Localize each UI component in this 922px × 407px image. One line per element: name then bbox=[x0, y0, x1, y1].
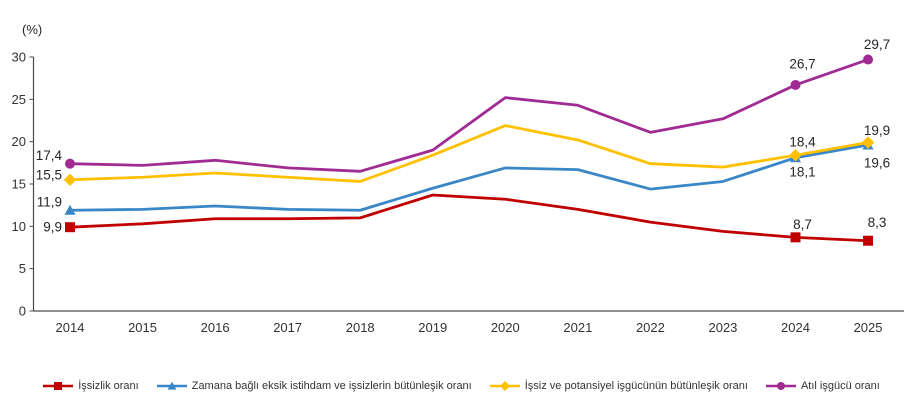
legend-marker-shape-1 bbox=[167, 381, 177, 390]
legend-marker-circle-icon bbox=[765, 382, 796, 390]
data-label-2-2024: 18,4 bbox=[789, 135, 816, 150]
x-axis-label-2022: 2022 bbox=[636, 320, 665, 335]
legend-label-3: Atıl işgücü oranı bbox=[800, 380, 880, 392]
data-label-3-2025: 29,7 bbox=[864, 37, 890, 52]
series-3-marker-2024 bbox=[790, 79, 801, 90]
data-label-0-2014: 9,9 bbox=[43, 220, 62, 235]
series-3: 17,4 26,7 29,7 bbox=[36, 37, 890, 173]
series-line-3 bbox=[68, 58, 870, 173]
data-label-3-2024: 26,7 bbox=[789, 56, 815, 71]
x-axis-label-2025: 2025 bbox=[854, 320, 883, 335]
data-label-2-2025: 19,9 bbox=[864, 123, 890, 138]
legend-label-2: İşsiz ve potansiyel işgücünün bütünleşik… bbox=[524, 380, 748, 392]
x-axis-label-2019: 2019 bbox=[418, 320, 447, 335]
data-label-1-2024: 18,1 bbox=[789, 164, 815, 179]
y-tick-label-30: 30 bbox=[12, 50, 26, 65]
data-label-0-2024: 8,7 bbox=[793, 217, 812, 232]
data-label-1-2014: 11,9 bbox=[37, 195, 62, 210]
x-axis-label-2017: 2017 bbox=[273, 320, 302, 335]
series-0-marker-2025 bbox=[863, 235, 874, 246]
series-line-1 bbox=[68, 143, 870, 212]
series-line-0 bbox=[68, 193, 870, 243]
x-axis-label-2014: 2014 bbox=[56, 320, 85, 335]
legend-label-0: İşsizlik oranı bbox=[78, 380, 139, 392]
legend-item-3: Atıl işgücü oranı bbox=[765, 380, 880, 392]
legend-label-1: Zamana bağlı eksik istihdam ve işsizleri… bbox=[191, 380, 472, 392]
y-tick-label-0: 0 bbox=[19, 304, 26, 319]
x-axis-label-2024: 2024 bbox=[781, 320, 810, 335]
legend-marker-square-icon bbox=[43, 382, 74, 390]
data-label-0-2025: 8,3 bbox=[868, 215, 887, 230]
chart-legend: İşsizlik oranı Zamana bağlı eksik istihda… bbox=[0, 380, 922, 392]
legend-marker-triangle-icon bbox=[156, 381, 187, 390]
x-axis-label-2023: 2023 bbox=[708, 320, 737, 335]
legend-marker-diamond-icon bbox=[489, 381, 520, 391]
x-axis-label-2018: 2018 bbox=[346, 320, 375, 335]
x-axis-label-2020: 2020 bbox=[491, 320, 520, 335]
series-2-marker-2024 bbox=[789, 149, 802, 162]
series-2-marker-2025 bbox=[861, 136, 875, 149]
series-3-marker-2014 bbox=[65, 158, 75, 169]
legend-marker-shape-3 bbox=[776, 382, 785, 390]
series-2: 15,5 18,4 19,9 bbox=[36, 123, 890, 186]
legend-item-0: İşsizlik oranı bbox=[42, 380, 139, 392]
x-axis-label-2016: 2016 bbox=[201, 320, 230, 335]
series-0: 9,9 8,7 8,3 bbox=[43, 193, 887, 246]
series-line-2 bbox=[68, 124, 870, 183]
legend-marker-shape-0 bbox=[54, 382, 63, 390]
series-0-marker-2014 bbox=[65, 222, 75, 233]
y-axis-unit-label: (%) bbox=[22, 22, 43, 37]
data-label-1-2025: 19,6 bbox=[864, 156, 890, 171]
series-0-marker-2024 bbox=[790, 232, 801, 243]
series-1-marker-2014 bbox=[64, 204, 76, 215]
legend-item-1: Zamana bağlı eksik istihdam ve işsizleri… bbox=[156, 380, 472, 392]
data-label-2-2014: 15,5 bbox=[36, 167, 62, 182]
series-2-marker-2014 bbox=[63, 173, 77, 186]
y-tick-label-10: 10 bbox=[12, 219, 26, 234]
x-axis-label-2015: 2015 bbox=[128, 320, 157, 335]
series-3-marker-2025 bbox=[863, 54, 874, 65]
y-tick-label-25: 25 bbox=[12, 92, 26, 107]
data-label-3-2014: 17,4 bbox=[36, 148, 63, 163]
y-tick-label-5: 5 bbox=[19, 261, 26, 276]
y-tick-label-20: 20 bbox=[12, 134, 26, 149]
legend-marker-shape-2 bbox=[499, 381, 510, 391]
x-axis-label-2021: 2021 bbox=[563, 320, 592, 335]
legend-item-2: İşsiz ve potansiyel işgücünün bütünleşik… bbox=[489, 380, 748, 392]
y-tick-label-15: 15 bbox=[12, 177, 26, 192]
